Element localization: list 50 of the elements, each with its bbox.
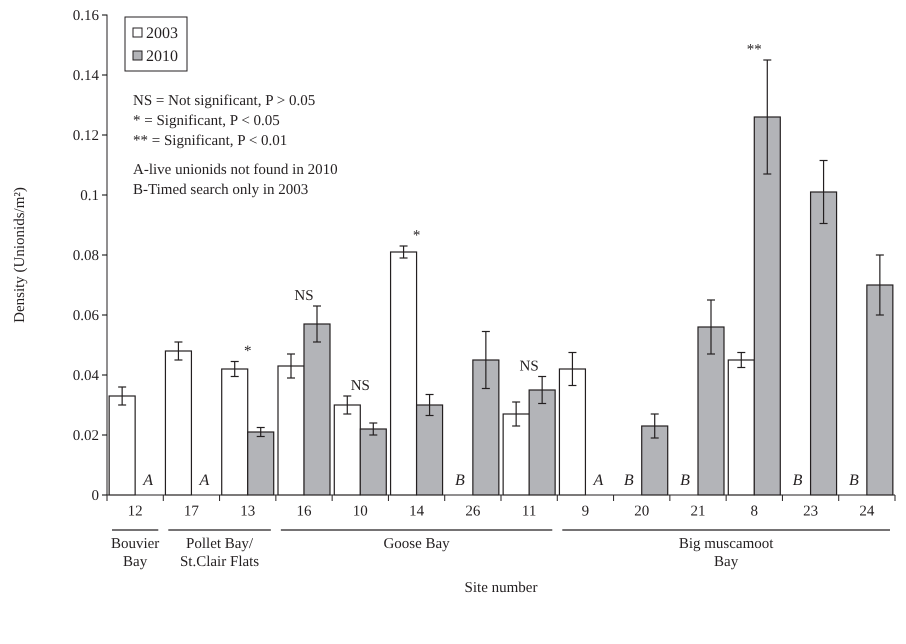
x-tick-label: 12 xyxy=(128,504,143,520)
annotation: NS xyxy=(294,288,314,304)
x-tick-label: 14 xyxy=(409,504,425,520)
y-tick-label: 0 xyxy=(92,488,99,504)
annotation: B xyxy=(792,472,803,489)
x-tick-label: 11 xyxy=(522,504,536,520)
annotation: B xyxy=(624,472,634,489)
annotation: A xyxy=(198,472,210,489)
x-tick-label: 17 xyxy=(184,504,200,520)
annotation: B xyxy=(848,472,859,489)
y-tick-label: 0.12 xyxy=(72,128,99,144)
x-tick-label: 9 xyxy=(582,504,590,520)
x-tick-label: 24 xyxy=(859,504,875,520)
y-tick-label: 0.08 xyxy=(72,248,99,264)
annotation: NS xyxy=(520,358,539,374)
x-tick-label: 23 xyxy=(803,504,818,520)
y-tick-label: 0.04 xyxy=(72,368,100,384)
annotation: A-live unionids not found in 2010 xyxy=(133,162,338,178)
x-tick-label: 21 xyxy=(690,504,706,520)
annotation: NS = Not significant, P > 0.05 xyxy=(133,93,316,109)
annotation: * xyxy=(244,344,252,360)
text: Bouvier Bay xyxy=(110,536,160,570)
x-axis-title: Site number xyxy=(464,580,538,596)
y-tick-label: 0.14 xyxy=(72,68,100,84)
text: Pollet Bay/ St.Clair Flats xyxy=(180,536,260,570)
x-tick-label: 26 xyxy=(465,504,481,520)
annotation: A xyxy=(142,472,154,489)
annotation: ** = Significant, P < 0.01 xyxy=(133,133,288,149)
text: Goose Bay xyxy=(383,536,450,552)
x-tick-label: 10 xyxy=(352,504,368,520)
annotation: * xyxy=(412,228,420,244)
annotation: NS xyxy=(350,378,370,394)
y-axis-title: Density (Unionids/m²) xyxy=(12,187,28,323)
annotation: B xyxy=(680,472,690,489)
x-tick-label: 13 xyxy=(240,504,256,520)
text: Big muscamoot Bay xyxy=(678,536,774,570)
annotation: A xyxy=(592,472,604,489)
x-tick-label: 8 xyxy=(750,504,758,520)
x-tick-label: 16 xyxy=(296,504,312,520)
y-tick-label: 0.06 xyxy=(72,308,100,324)
annotation: B xyxy=(454,472,465,489)
annotation: ** xyxy=(746,42,762,58)
y-tick-label: 0.02 xyxy=(72,428,99,444)
y-tick-label: 0.1 xyxy=(80,188,99,204)
annotation: * = Significant, P < 0.05 xyxy=(133,113,280,129)
legend-label: 2010 xyxy=(146,48,178,65)
annotation: B-Timed search only in 2003 xyxy=(133,182,308,198)
y-tick-label: 0.16 xyxy=(72,8,100,24)
legend-label: 2003 xyxy=(146,25,178,42)
x-tick-label: 20 xyxy=(634,504,650,520)
